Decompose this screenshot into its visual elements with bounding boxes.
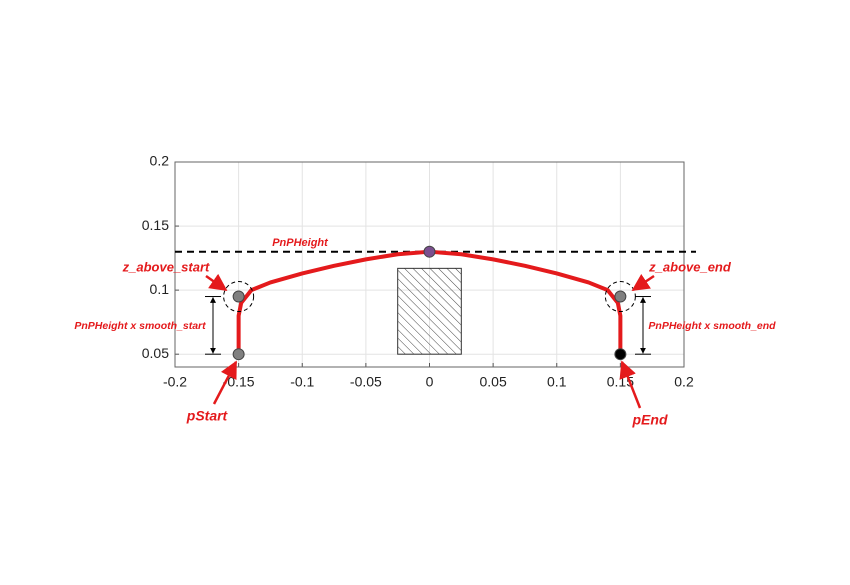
highlight-circle [223,281,255,313]
annotation: PnPHeight [272,237,329,249]
obstacle [397,267,462,355]
x-tick-label: -0.05 [350,374,382,390]
annotation-arrow [212,360,238,405]
annotation-arrow [631,273,655,292]
y-tick-label: 0.15 [142,217,169,233]
annotation: PnPHeight x smooth_end [648,320,776,332]
waypoint [232,290,245,303]
x-tick-label: 0.05 [480,374,507,390]
annotation-arrow [205,273,228,292]
y-tick-label: 0.2 [150,153,170,169]
x-tick-label: 0.2 [674,374,694,390]
waypoint [614,348,627,361]
x-tick-label: 0 [426,374,434,390]
annotation: pEnd [632,412,668,428]
x-tick-label: -0.1 [290,374,314,390]
annotation: z_above_end [648,259,732,274]
annotation-arrow [619,360,642,409]
waypoint [614,290,627,303]
annotation: PnPHeight x smooth_start [74,320,206,332]
annotation: pStart [186,408,229,424]
y-tick-label: 0.1 [150,281,170,297]
waypoint [232,348,245,361]
y-tick-label: 0.05 [142,345,169,361]
plot-frame [174,161,685,368]
annotation: z_above_start [122,259,210,274]
x-tick-label: -0.2 [163,374,187,390]
waypoint [423,245,436,258]
x-tick-label: 0.1 [547,374,567,390]
